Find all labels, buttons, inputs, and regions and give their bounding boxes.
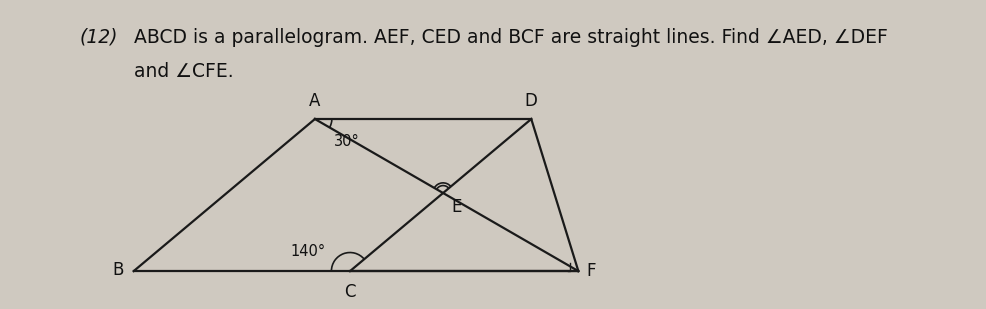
Text: ABCD is a parallelogram. AEF, CED and BCF are straight lines. Find ∠AED, ∠DEF: ABCD is a parallelogram. AEF, CED and BC… xyxy=(133,28,886,47)
Text: C: C xyxy=(344,283,355,301)
Text: D: D xyxy=(525,92,537,110)
Text: (12): (12) xyxy=(80,28,118,47)
Text: 140°: 140° xyxy=(290,244,325,259)
Text: B: B xyxy=(112,261,123,279)
Text: E: E xyxy=(451,198,461,216)
Text: and ∠CFE.: and ∠CFE. xyxy=(133,61,233,81)
Text: F: F xyxy=(586,262,596,280)
Text: A: A xyxy=(309,92,320,110)
Text: 30°: 30° xyxy=(333,134,359,149)
